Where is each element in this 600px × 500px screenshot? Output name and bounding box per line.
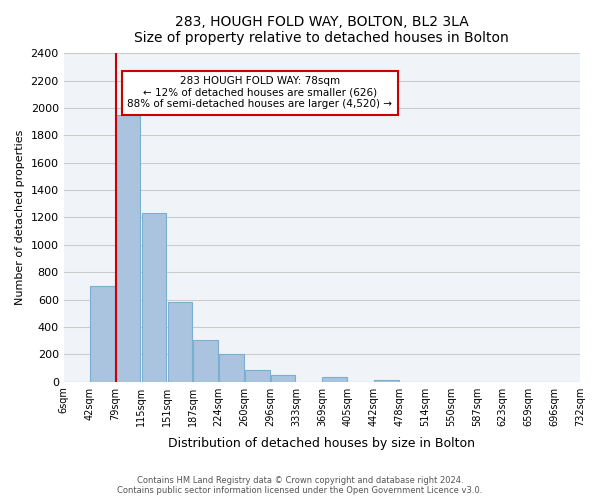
Y-axis label: Number of detached properties: Number of detached properties	[15, 130, 25, 305]
Bar	[90, 286, 115, 382]
Bar	[116, 115, 140, 382]
Bar	[322, 377, 347, 382]
Bar	[219, 354, 244, 382]
Title: 283, HOUGH FOLD WAY, BOLTON, BL2 3LA
Size of property relative to detached house: 283, HOUGH FOLD WAY, BOLTON, BL2 3LA Siz…	[134, 15, 509, 45]
X-axis label: Distribution of detached houses by size in Bolton: Distribution of detached houses by size …	[169, 437, 475, 450]
Bar	[193, 340, 218, 382]
Text: 283 HOUGH FOLD WAY: 78sqm
← 12% of detached houses are smaller (626)
88% of semi: 283 HOUGH FOLD WAY: 78sqm ← 12% of detac…	[127, 76, 392, 110]
Bar	[271, 376, 295, 382]
Bar	[374, 380, 398, 382]
Bar	[142, 214, 166, 382]
Text: Contains HM Land Registry data © Crown copyright and database right 2024.
Contai: Contains HM Land Registry data © Crown c…	[118, 476, 482, 495]
Bar	[245, 370, 269, 382]
Bar	[167, 302, 192, 382]
